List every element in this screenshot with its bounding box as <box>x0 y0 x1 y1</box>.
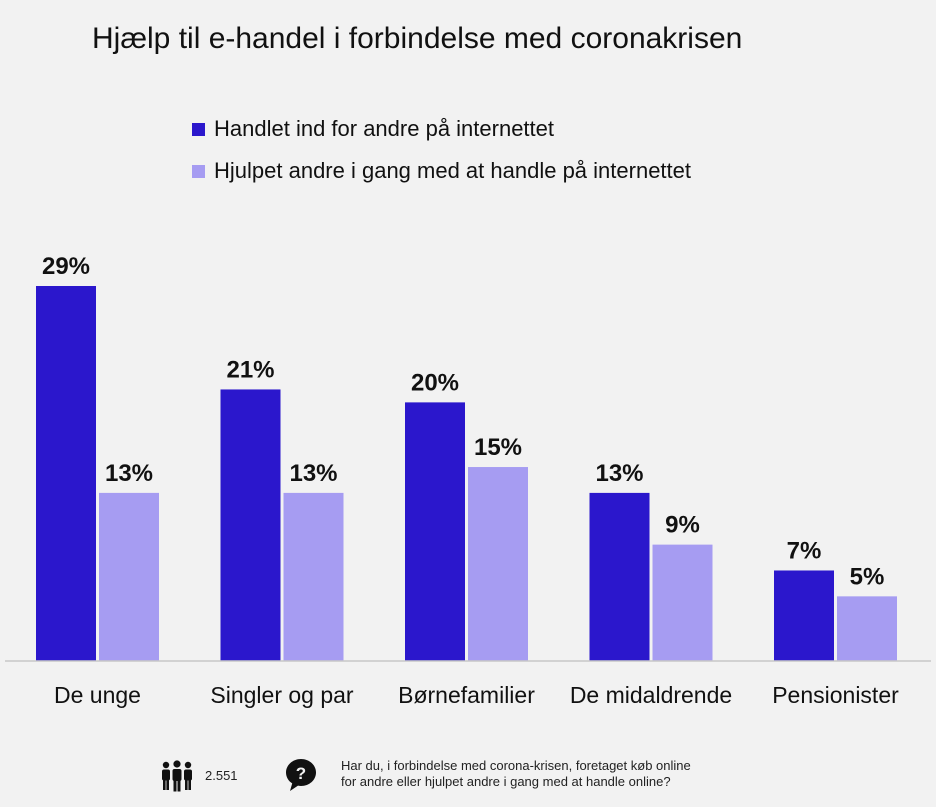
data-label-series-1-1: 29% <box>42 253 90 280</box>
bars-group <box>36 286 897 661</box>
svg-text:?: ? <box>296 764 306 783</box>
data-label-series-2-4: 9% <box>665 512 700 539</box>
category-label-3: Børnefamilier <box>398 682 535 708</box>
legend-swatch-series-2 <box>192 164 205 178</box>
bar-series-1-1 <box>36 286 96 661</box>
legend-item-series-2: Hjulpet andre i gang med at handle på in… <box>192 150 691 192</box>
bar-series-2-2 <box>283 492 344 661</box>
bar-series-1-3 <box>405 402 465 661</box>
bar-series-2-5 <box>837 596 897 661</box>
survey-question-line-2: for andre eller hjulpet andre i gang med… <box>341 774 671 789</box>
bar-series-2-1 <box>99 492 159 661</box>
bar-series-2-3 <box>468 467 528 661</box>
respondent-count: 2.551 <box>205 768 238 783</box>
category-label-4: De midaldrende <box>570 682 732 708</box>
bar-series-2-4 <box>652 544 713 661</box>
chart-title: Hjælp til e-handel i forbindelse med cor… <box>92 22 743 55</box>
data-label-series-2-2: 13% <box>289 460 337 487</box>
data-label-series-2-3: 15% <box>474 434 522 461</box>
legend-item-series-1: Handlet ind for andre på internettet <box>192 108 691 150</box>
legend: Handlet ind for andre på internettet Hju… <box>192 108 691 192</box>
data-label-series-1-5: 7% <box>787 537 822 564</box>
bar-series-1-4 <box>589 492 650 661</box>
question-icon: ? <box>284 757 318 798</box>
legend-label-series-2: Hjulpet andre i gang med at handle på in… <box>214 158 691 183</box>
bar-series-1-5 <box>774 570 834 661</box>
bar-series-1-2 <box>220 389 281 661</box>
data-label-series-1-2: 21% <box>226 356 274 383</box>
data-label-series-1-3: 20% <box>411 369 459 396</box>
data-label-series-2-5: 5% <box>850 563 885 590</box>
legend-label-series-1: Handlet ind for andre på internettet <box>214 116 555 141</box>
data-label-series-2-1: 13% <box>105 460 153 487</box>
survey-question-line-1: Har du, i forbindelse med corona-krisen,… <box>341 758 691 773</box>
survey-question: Har du, i forbindelse med corona-krisen,… <box>341 758 801 790</box>
category-label-1: De unge <box>54 682 141 708</box>
bar-chart: 29% 13% De unge 21% 13% Singler og par 20% 15% B… <box>5 253 931 708</box>
category-label-5: Pensionister <box>772 682 899 708</box>
footer: 2.551 ? Har du, i forbindelse med corona… <box>0 755 936 805</box>
data-label-series-1-4: 13% <box>595 460 643 487</box>
labels-group: 29% 13% De unge 21% 13% Singler og par 20% 15% B… <box>42 253 899 708</box>
category-label-2: Singler og par <box>210 682 354 708</box>
legend-swatch-series-1 <box>192 122 205 136</box>
people-icon <box>160 759 194 800</box>
